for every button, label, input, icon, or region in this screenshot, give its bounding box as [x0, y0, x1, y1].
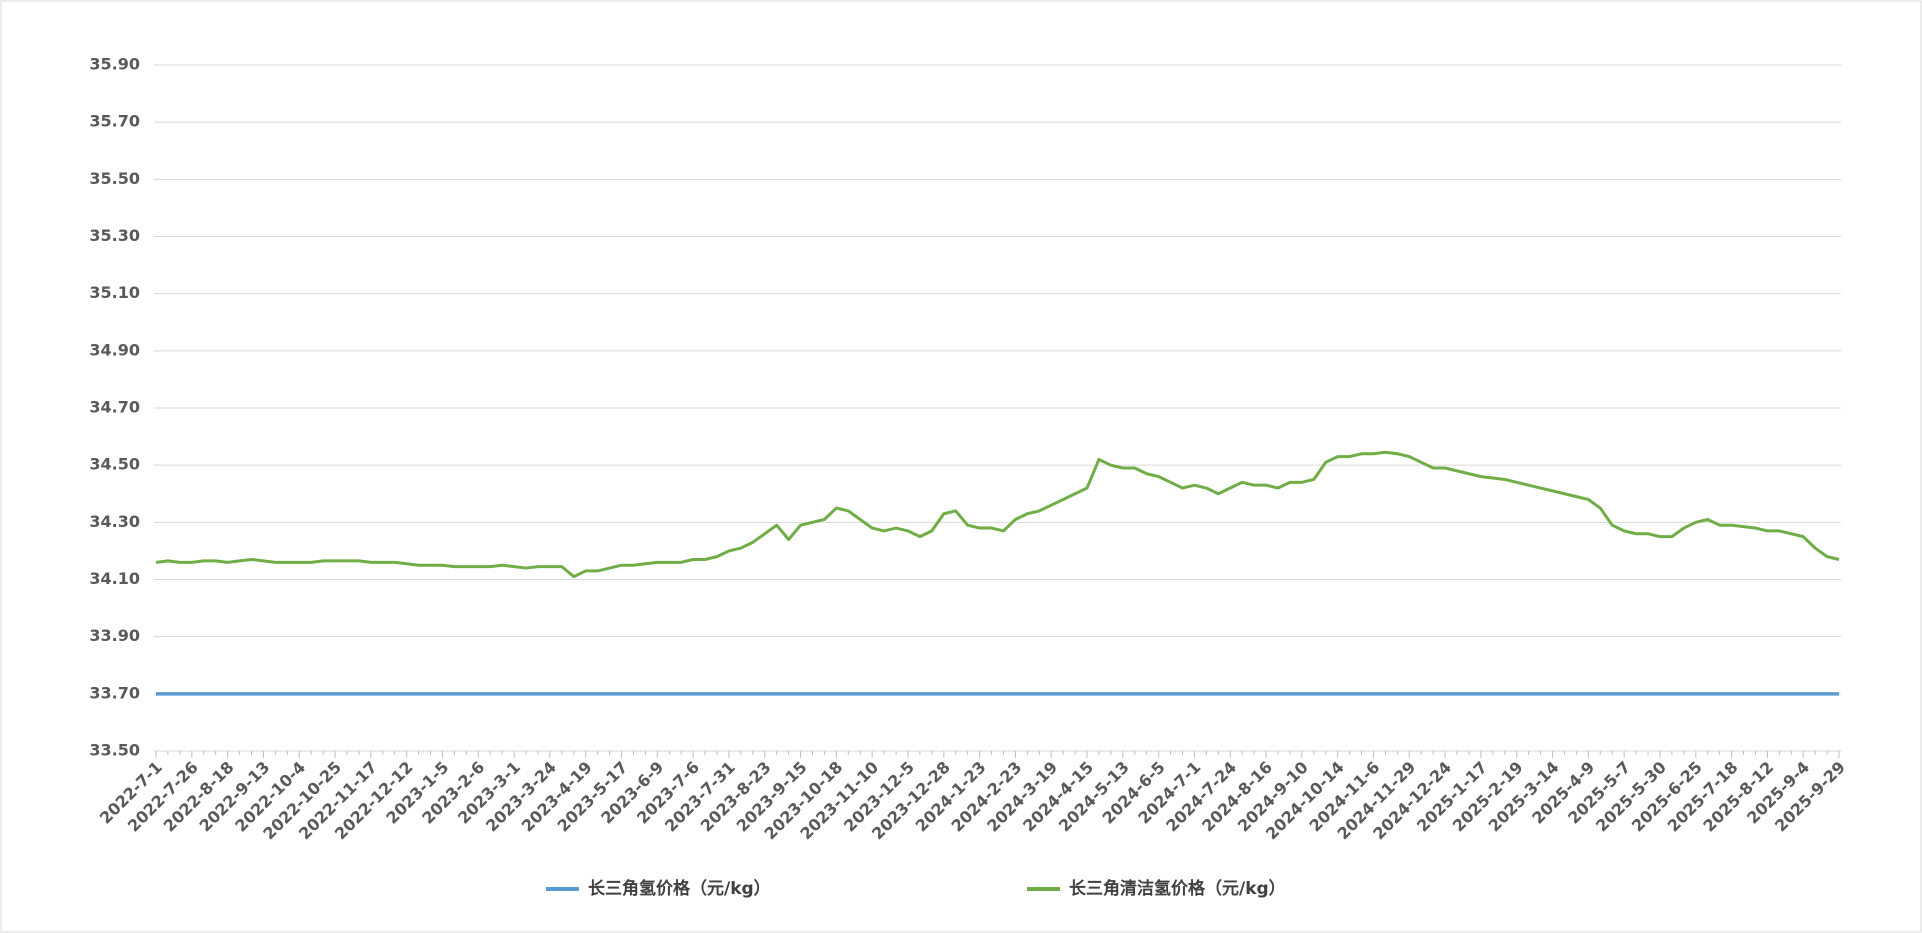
line-series [155, 450, 1840, 579]
y-tick-label: 35.70 [89, 112, 140, 131]
y-tick-label: 35.90 [89, 55, 140, 74]
y-tick-label: 33.50 [89, 741, 140, 760]
y-tick-label: 35.30 [89, 226, 140, 245]
y-tick-label: 35.10 [89, 283, 140, 302]
legend: 长三角氢价格（元/kg） 长三角清洁氢价格（元/kg） [546, 878, 1286, 899]
y-tick-label: 34.70 [89, 398, 140, 417]
y-tick-label: 34.50 [89, 455, 140, 474]
y-tick-label: 33.90 [89, 626, 140, 645]
y-tick-label: 35.50 [89, 169, 140, 188]
legend-label: 长三角清洁氢价格（元/kg） [1069, 878, 1286, 899]
y-tick-label: 34.90 [89, 340, 140, 359]
legend-label: 长三角氢价格（元/kg） [588, 878, 771, 899]
y-tick-label: 33.70 [89, 683, 140, 702]
y-tick-label: 34.10 [89, 569, 140, 588]
y-tick-label: 34.30 [89, 512, 140, 531]
